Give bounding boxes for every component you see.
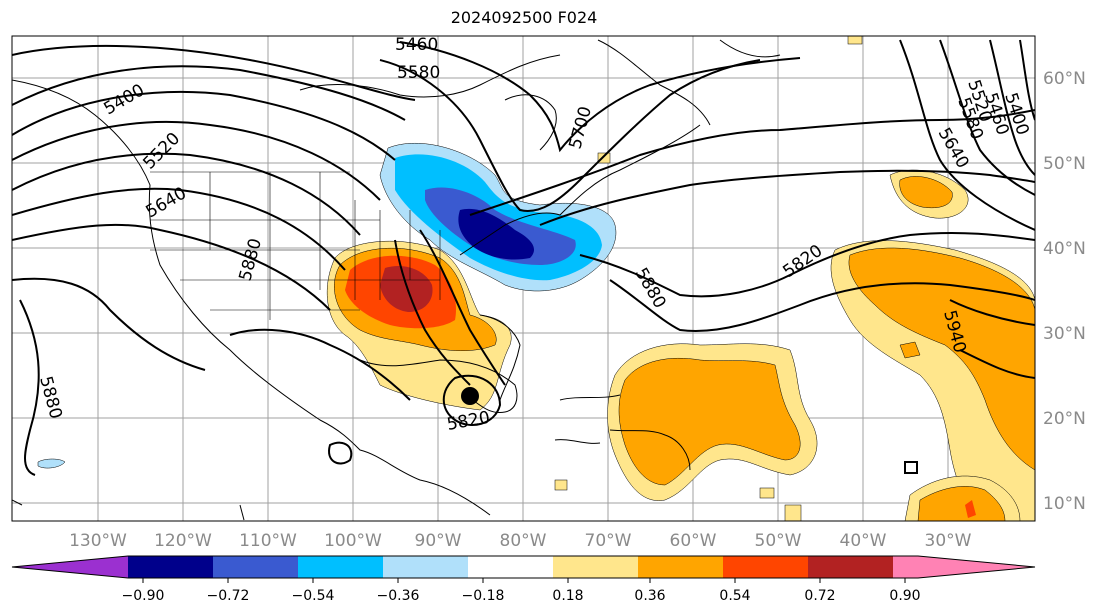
colorbar-under-triangle: [12, 556, 128, 578]
map-frame: [11, 35, 1036, 522]
colorbar-tick-label: 0.54: [719, 588, 750, 604]
colorbar-tick-label: 0.18: [552, 588, 583, 604]
lon-tick-label: 110°W: [239, 531, 297, 551]
colorbar-outline: [11, 555, 1036, 579]
colorbar-tick-label: −0.90: [122, 588, 165, 604]
colorbar: −0.90 −0.72 −0.54 −0.36 −0.18 0.18 0.36 …: [11, 555, 1036, 604]
lon-tick-label: 90°W: [415, 531, 462, 551]
colorbar-segment: [298, 556, 383, 578]
lat-tick-label: 30°N: [1043, 324, 1086, 344]
negative-anomaly-shading: [37, 142, 617, 469]
colorbar-tick-label: −0.72: [207, 588, 250, 604]
colorbar-segment: [553, 556, 638, 578]
colorbar-tick-label: 0.90: [889, 588, 920, 604]
positive-anomaly-shading: [326, 36, 1035, 521]
colorbar-segment: [723, 556, 808, 578]
latitude-labels: 60°N 50°N 40°N 30°N 20°N 10°N: [1043, 69, 1086, 514]
colorbar-tick-label: 0.72: [804, 588, 835, 604]
lat-tick-label: 60°N: [1043, 69, 1086, 89]
colorbar-segment: [213, 556, 298, 578]
colorbar-segment: [468, 556, 553, 578]
lon-tick-label: 130°W: [69, 531, 127, 551]
lon-tick-label: 120°W: [154, 531, 212, 551]
lon-tick-label: 60°W: [670, 531, 717, 551]
colorbar-segment: [893, 556, 918, 578]
lat-tick-label: 10°N: [1043, 494, 1086, 514]
map-title: 2024092500 F024: [450, 8, 598, 27]
lon-tick-label: 40°W: [840, 531, 887, 551]
lon-tick-label: 100°W: [324, 531, 382, 551]
state-borders: [150, 171, 441, 320]
colorbar-segment: [383, 556, 468, 578]
lat-tick-label: 40°N: [1043, 239, 1086, 259]
colorbar-segment: [638, 556, 723, 578]
colorbar-segment: [128, 556, 213, 578]
colorbar-tick-label: −0.36: [377, 588, 420, 604]
contour-label: 5580: [397, 63, 440, 83]
contour-label: 5460: [395, 35, 438, 55]
lon-tick-label: 30°W: [925, 531, 972, 551]
colorbar-tick-label: 0.36: [634, 588, 665, 604]
longitude-labels: 130°W 120°W 110°W 100°W 90°W 80°W 70°W 6…: [69, 531, 972, 551]
lat-tick-label: 50°N: [1043, 154, 1086, 174]
colorbar-tick-label: −0.18: [462, 588, 505, 604]
colorbar-over-triangle: [918, 556, 1035, 578]
colorbar-tick-label: −0.54: [292, 588, 335, 604]
lon-tick-label: 50°W: [755, 531, 802, 551]
lon-tick-label: 80°W: [500, 531, 547, 551]
lat-tick-label: 20°N: [1043, 409, 1086, 429]
lon-tick-label: 70°W: [585, 531, 632, 551]
colorbar-segment: [808, 556, 893, 578]
height-contours: [12, 39, 1035, 476]
